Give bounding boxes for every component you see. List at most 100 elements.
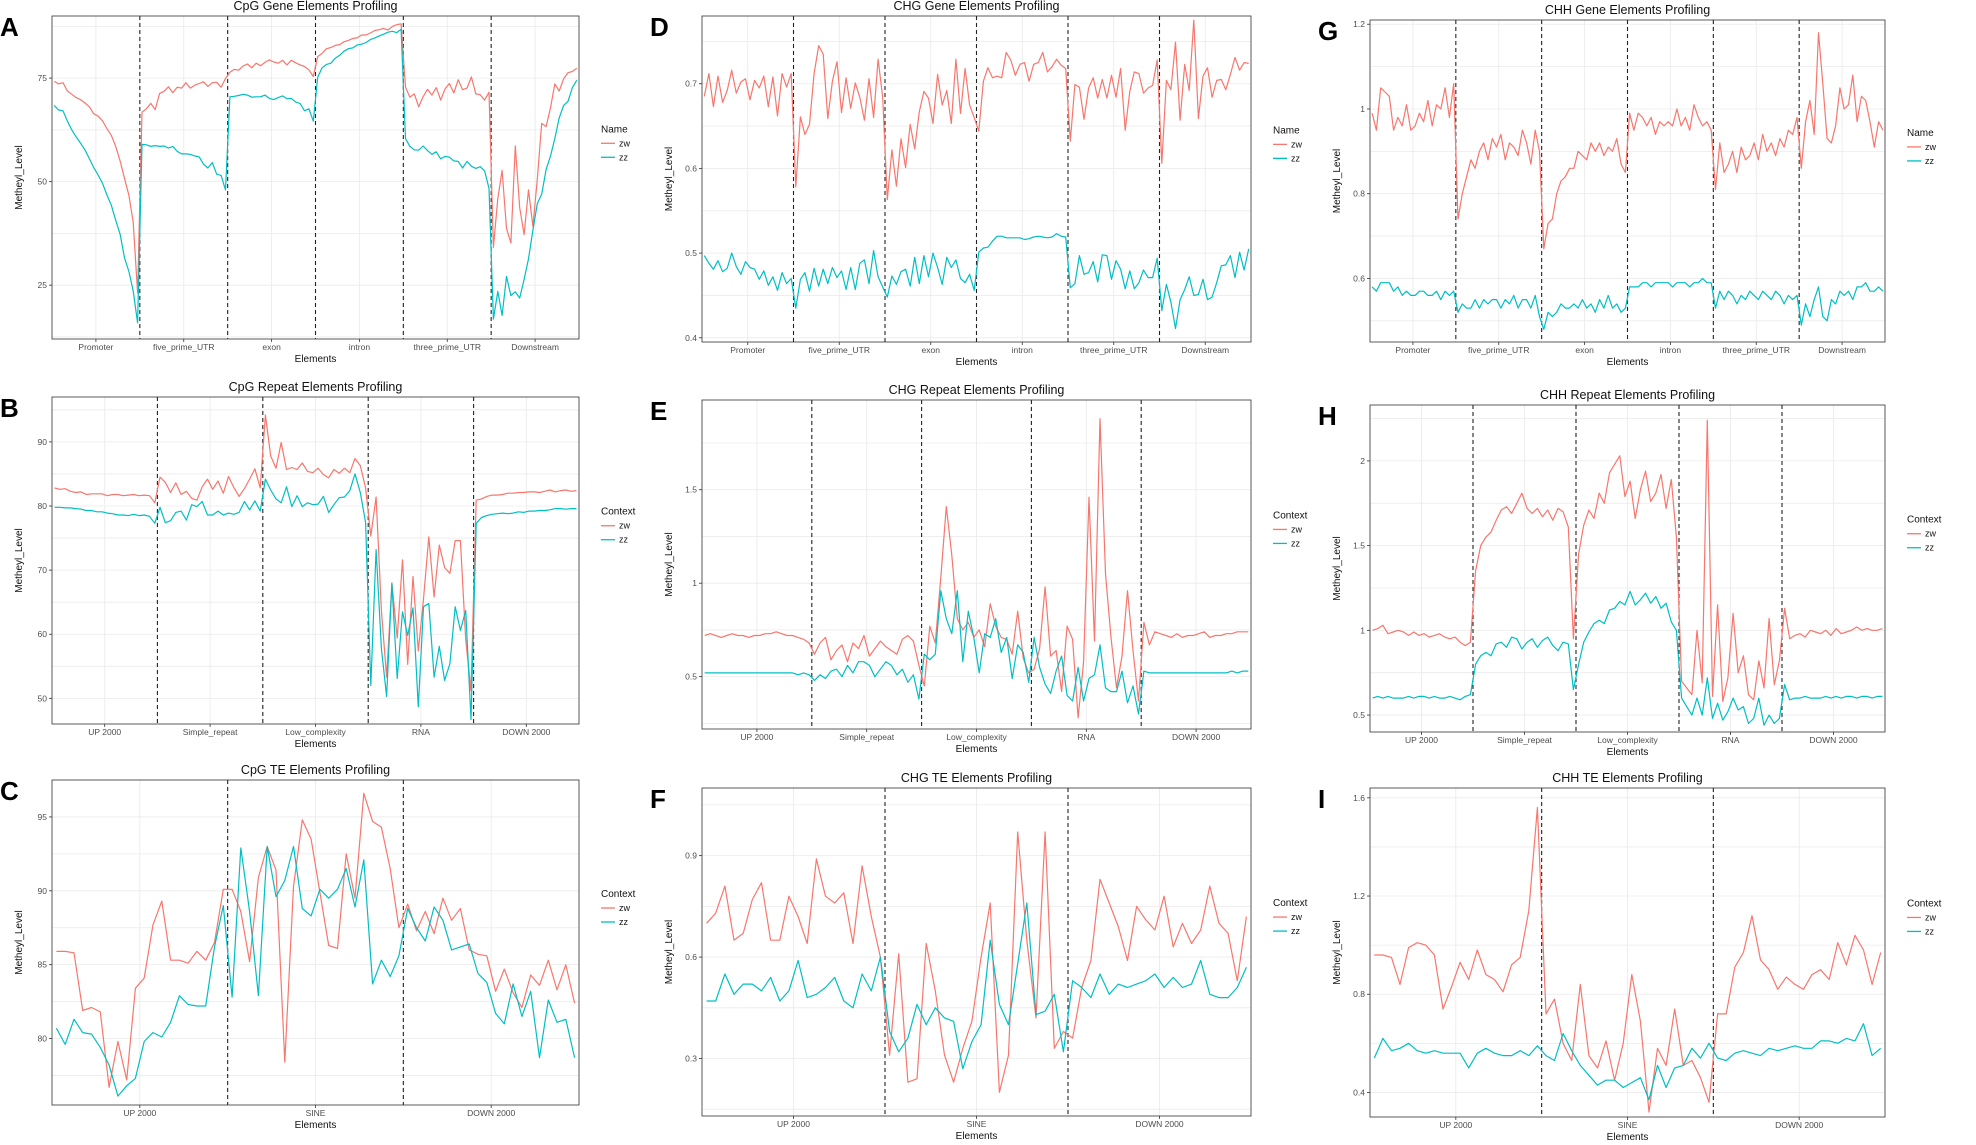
legend-label-zz: zz [1291, 153, 1301, 163]
legend-label-zz: zz [619, 152, 629, 162]
x-axis-label: Elements [1607, 1132, 1649, 1140]
panel-b: 50 60 70 80 90 UP 2000 Simple_repeat Low_comple… [0, 380, 636, 750]
legend-label-zw: zw [619, 138, 631, 148]
panel-title: CHG TE Elements Profiling [901, 771, 1052, 785]
y-tick-label: 70 [38, 565, 48, 575]
y-tick-label: 90 [38, 437, 48, 447]
y-tick-label: 85 [38, 960, 48, 970]
panel-title: CHH Repeat Elements Profiling [1540, 388, 1715, 402]
panel-letter: F [650, 784, 666, 814]
legend-label-zz: zz [619, 917, 629, 927]
series-line-zz [703, 233, 1250, 330]
legend-label-zz: zz [1925, 543, 1935, 553]
y-tick-label: 0.5 [1353, 710, 1365, 720]
x-tick-label: intron [349, 342, 371, 352]
legend-label-zw: zw [619, 903, 631, 913]
legend-label-zz: zz [1925, 926, 1935, 936]
x-tick-label: SINE [306, 1108, 326, 1118]
series-line-zz [54, 473, 577, 721]
legend-title: Context [1907, 515, 1942, 526]
legend: Context zw zz [601, 889, 636, 927]
legend-title: Name [601, 124, 628, 135]
x-tick-label: RNA [412, 727, 430, 737]
panel-letter: H [1318, 401, 1337, 431]
y-axis-label: Metheyl_Level [1332, 536, 1343, 600]
gridlines [51, 779, 580, 1105]
y-axis-label: Metheyl_Level [664, 147, 675, 211]
y-tick-label: 1.2 [1353, 891, 1365, 901]
legend-title: Context [1273, 898, 1308, 909]
series-line-zz [1371, 277, 1884, 330]
x-tick-label: five_prime_UTR [809, 345, 870, 355]
y-tick-label: 1 [1360, 104, 1365, 114]
x-tick-label: Promoter [730, 345, 765, 355]
legend-label-zw: zw [1925, 529, 1937, 539]
legend: Context zw zz [1907, 515, 1942, 553]
legend-label-zw: zw [1925, 912, 1937, 922]
panel-e: 0.5 1 1.5 UP 2000 Simple_repeat Low_complexit… [650, 383, 1308, 755]
panel-letter: C [0, 776, 19, 806]
panel-d: 0.4 0.5 0.6 0.7 Promoter five_prime_UTR exon in… [650, 0, 1303, 368]
series-line-zw [1371, 32, 1884, 250]
panel-letter: B [0, 393, 19, 423]
x-tick-label: Promoter [78, 342, 113, 352]
legend-label-zz: zz [1925, 156, 1935, 166]
legend: Name zw zz [1273, 125, 1303, 163]
legend-label-zw: zw [1291, 912, 1303, 922]
y-tick-label: 80 [38, 1034, 48, 1044]
x-tick-label: UP 2000 [1439, 1120, 1472, 1130]
y-tick-label: 80 [38, 501, 48, 511]
y-tick-label: 1 [1360, 625, 1365, 635]
legend-label-zw: zw [1291, 139, 1303, 149]
y-tick-label: 0.4 [1353, 1087, 1365, 1097]
panel-h: 0.5 1 1.5 2 UP 2000 Simple_repeat Low_complexi… [1318, 388, 1942, 758]
legend-title: Context [601, 507, 636, 518]
y-tick-label: 95 [38, 812, 48, 822]
x-tick-label: intron [1660, 345, 1682, 355]
x-tick-label: Downstream [1818, 345, 1866, 355]
panel-title: CpG TE Elements Profiling [241, 763, 390, 777]
x-tick-label: UP 2000 [1405, 735, 1438, 745]
x-tick-label: UP 2000 [88, 727, 121, 737]
legend: Name zw zz [601, 124, 631, 162]
x-tick-label: RNA [1077, 732, 1095, 742]
x-tick-label: UP 2000 [123, 1108, 156, 1118]
panel-letter: G [1318, 16, 1338, 46]
series-line-zw [703, 19, 1249, 201]
x-tick-label: DOWN 2000 [1809, 735, 1857, 745]
x-tick-label: Simple_repeat [839, 732, 894, 742]
y-tick-label: 2 [1360, 456, 1365, 466]
x-tick-label: DOWN 2000 [1172, 732, 1220, 742]
y-tick-label: 1.2 [1353, 19, 1365, 29]
x-tick-label: Downstream [511, 342, 559, 352]
x-tick-label: UP 2000 [777, 1119, 810, 1129]
series-line-zw [54, 414, 577, 692]
legend-label-zw: zw [1291, 524, 1303, 534]
x-tick-label: five_prime_UTR [153, 342, 214, 352]
y-axis-label: Metheyl_Level [14, 145, 25, 209]
panel-f: 0.3 0.6 0.9 UP 2000 SINE DOWN 2000 CHG TE Elem… [650, 771, 1308, 1142]
x-tick-label: three_prime_UTR [1722, 345, 1790, 355]
x-tick-label: five_prime_UTR [1468, 345, 1529, 355]
legend-label-zz: zz [1291, 926, 1301, 936]
x-tick-label: three_prime_UTR [1080, 345, 1148, 355]
y-tick-label: 90 [38, 886, 48, 896]
panel-letter: A [0, 12, 19, 42]
y-tick-label: 0.8 [1353, 189, 1365, 199]
y-tick-label: 1.5 [1353, 541, 1365, 551]
y-tick-label: 0.6 [685, 952, 697, 962]
y-tick-label: 0.9 [685, 851, 697, 861]
x-tick-label: exon [1575, 345, 1594, 355]
legend-title: Name [1273, 125, 1300, 136]
legend: Name zw zz [1907, 128, 1937, 166]
legend: Context zw zz [1273, 898, 1308, 936]
series-line-zz [53, 28, 578, 324]
y-tick-label: 0.4 [685, 333, 697, 343]
x-axis-label: Elements [295, 739, 337, 750]
x-tick-label: Simple_repeat [183, 727, 238, 737]
legend-title: Name [1907, 128, 1934, 139]
y-tick-label: 0.5 [685, 672, 697, 682]
x-tick-label: SINE [1618, 1120, 1638, 1130]
x-tick-label: DOWN 2000 [1775, 1120, 1823, 1130]
